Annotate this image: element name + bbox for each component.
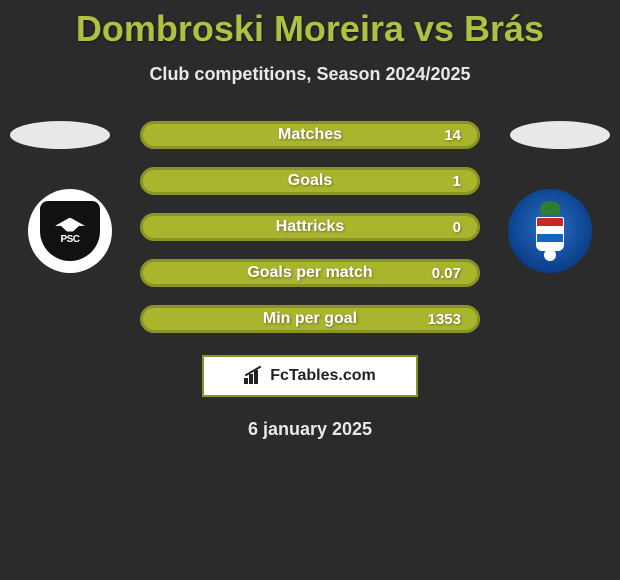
club-badge-left: PSC bbox=[28, 189, 112, 273]
porto-shield-icon bbox=[522, 203, 578, 259]
footer-date: 6 january 2025 bbox=[0, 419, 620, 440]
page-title: Dombroski Moreira vs Brás bbox=[0, 0, 620, 50]
stat-value: 14 bbox=[444, 127, 461, 144]
brand-text: FcTables.com bbox=[270, 367, 376, 385]
club-badge-right bbox=[508, 189, 592, 273]
stat-row: Goals 1 bbox=[140, 167, 480, 195]
bar-chart-icon bbox=[244, 368, 264, 384]
brand-box[interactable]: FcTables.com bbox=[202, 355, 418, 397]
stat-row: Goals per match 0.07 bbox=[140, 259, 480, 287]
page-subtitle: Club competitions, Season 2024/2025 bbox=[0, 64, 620, 85]
stat-row: Matches 14 bbox=[140, 121, 480, 149]
stat-row: Hattricks 0 bbox=[140, 213, 480, 241]
portimonense-shield-icon: PSC bbox=[40, 201, 100, 261]
eagle-icon bbox=[55, 218, 85, 232]
stat-rows: Matches 14 Goals 1 Hattricks 0 Goals per… bbox=[140, 121, 480, 333]
stat-label: Goals bbox=[288, 172, 332, 190]
dragon-icon bbox=[540, 201, 560, 215]
stat-label: Min per goal bbox=[263, 310, 357, 328]
ball-icon bbox=[544, 249, 556, 261]
player-left-placeholder bbox=[10, 121, 110, 149]
shield-icon bbox=[536, 217, 564, 251]
player-right-placeholder bbox=[510, 121, 610, 149]
stat-label: Hattricks bbox=[276, 218, 344, 236]
stat-value: 0.07 bbox=[432, 265, 461, 282]
stat-label: Matches bbox=[278, 126, 342, 144]
stats-area: PSC Matches 14 Goals 1 Hattricks 0 Goals… bbox=[0, 121, 620, 440]
stat-value: 1353 bbox=[428, 311, 461, 328]
club-left-initials: PSC bbox=[60, 234, 79, 245]
stat-row: Min per goal 1353 bbox=[140, 305, 480, 333]
stat-label: Goals per match bbox=[247, 264, 372, 282]
stat-value: 1 bbox=[453, 173, 461, 190]
stat-value: 0 bbox=[453, 219, 461, 236]
